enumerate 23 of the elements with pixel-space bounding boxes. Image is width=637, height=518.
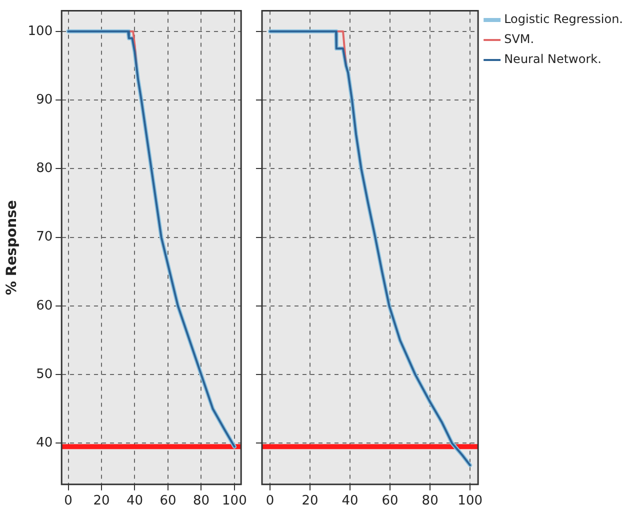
x-tick-label: 0 [266, 494, 274, 509]
x-tick-label: 0 [64, 494, 72, 509]
x-tick-label: 60 [382, 494, 398, 509]
x-tick-label: 80 [422, 494, 438, 509]
x-tick-label: 80 [192, 494, 210, 509]
y-tick-label: 50 [36, 366, 53, 382]
y-tick-label: 70 [36, 230, 53, 245]
x-tick-label: 40 [126, 494, 144, 509]
legend-label: SVM. [504, 32, 534, 46]
x-tick-label: 40 [342, 494, 358, 509]
x-tick-label: 20 [302, 494, 318, 509]
y-tick-label: 90 [36, 92, 53, 108]
x-tick-label: 20 [93, 494, 110, 509]
legend-label: Logistic Regression. [504, 12, 623, 26]
x-tick-label: 100 [222, 494, 247, 509]
y-tick-label: 60 [36, 298, 53, 314]
legend-label: Neural Network. [504, 52, 602, 66]
y-tick-label: 100 [28, 24, 53, 39]
x-tick-label: 60 [160, 494, 176, 509]
y-tick-label: 40 [36, 436, 53, 451]
x-tick-label: 100 [458, 494, 482, 509]
y-tick-label: 80 [36, 161, 53, 176]
y-axis-title: % Response [4, 200, 20, 296]
